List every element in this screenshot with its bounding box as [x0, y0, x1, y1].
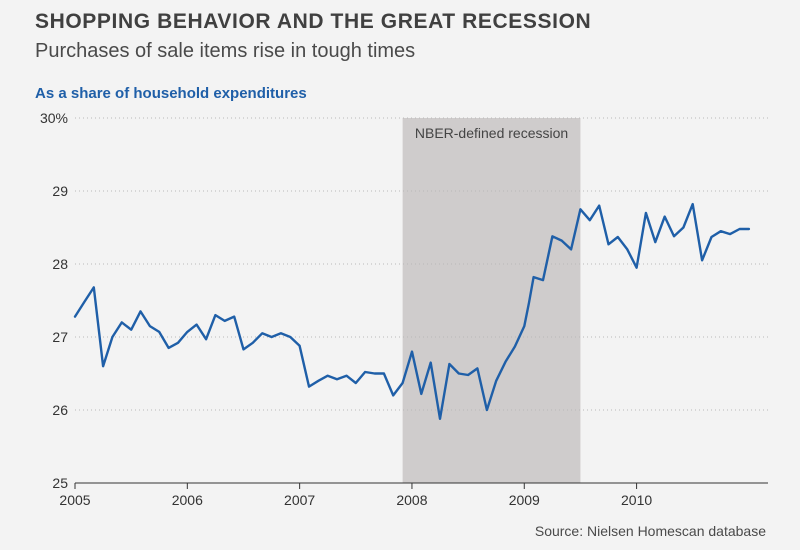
y-axis-label: As a share of household expenditures — [35, 85, 307, 102]
y-tick-label-30: 30% — [40, 110, 68, 126]
series-line-0 — [73, 202, 751, 420]
x-tick-label-2006: 2006 — [172, 492, 203, 508]
y-tick-label-28: 28 — [52, 256, 68, 272]
recession-shade — [402, 118, 581, 483]
y-tick-label-27: 27 — [52, 329, 68, 345]
x-tick-label-2008: 2008 — [396, 492, 427, 508]
x-tick-label-2005: 2005 — [59, 492, 90, 508]
source-note: Source: Nielsen Homescan database — [534, 523, 766, 539]
x-tick-label-2010: 2010 — [621, 492, 652, 508]
y-tick-label-29: 29 — [52, 183, 68, 199]
x-tick-label-2009: 2009 — [509, 492, 540, 508]
chart-subtitle: Purchases of sale items rise in tough ti… — [35, 40, 416, 62]
recession-label: NBER-defined recession — [415, 125, 568, 141]
y-tick-label-26: 26 — [52, 402, 68, 418]
chart-title: SHOPPING BEHAVIOR AND THE GREAT RECESSIO… — [35, 10, 592, 33]
y-tick-label-25: 25 — [52, 475, 68, 491]
x-tick-label-2007: 2007 — [284, 492, 315, 508]
